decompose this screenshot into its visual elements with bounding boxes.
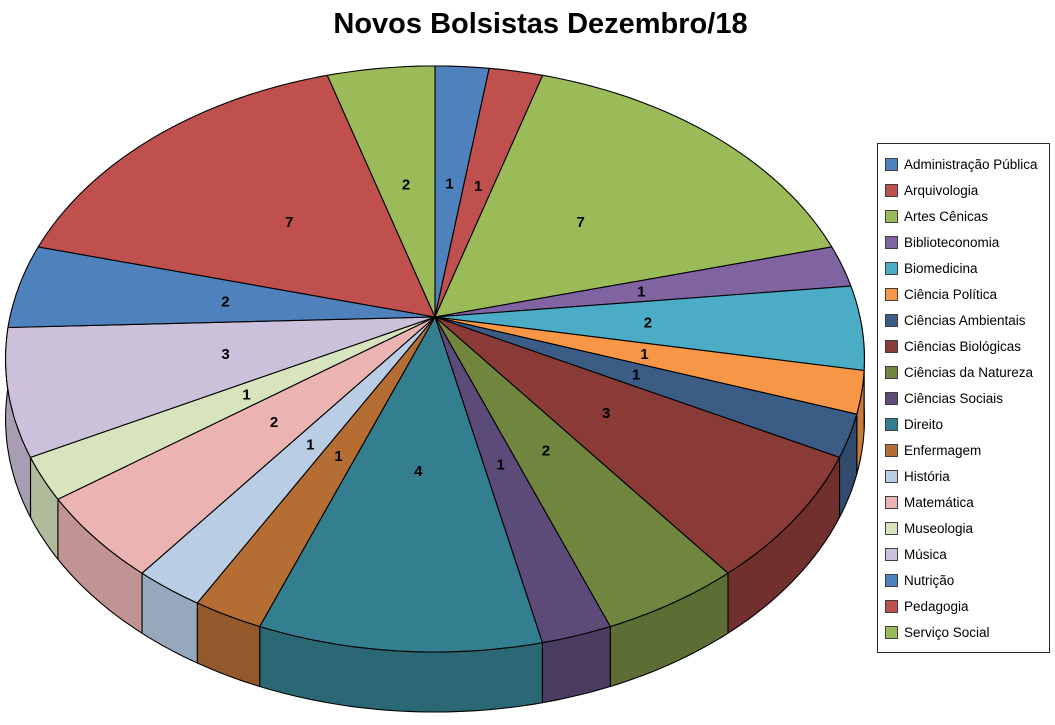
pie-slice-servico-social (326, 65, 436, 318)
legend-item-ciencia-politica: Ciência Política (885, 281, 1045, 307)
legend-label-arquivologia: Arquivologia (904, 182, 979, 198)
pie-slice-ciencias-ambientais (434, 316, 858, 458)
legend-item-enfermagem: Enfermagem (885, 437, 1045, 463)
legend-item-biomedicina: Biomedicina (885, 255, 1045, 281)
slice-value-label-musica: 3 (221, 346, 229, 363)
legend-swatch-ciencias-sociais (885, 391, 898, 405)
pie-slice-pedagogia (37, 74, 436, 318)
legend-label-enfermagem: Enfermagem (904, 442, 982, 458)
pie-slice-matematica (57, 316, 436, 574)
legend-label-pedagogia: Pedagogia (904, 598, 969, 614)
pie-slice-artes-cenicas (434, 74, 833, 318)
legend-label-ciencias-biologicas: Ciências Biológicas (904, 338, 1022, 354)
chart-title: Novos Bolsistas Dezembro/18 (333, 8, 748, 40)
legend-label-biomedicina: Biomedicina (904, 260, 978, 276)
slice-value-label-ciencias-da-natureza: 2 (542, 443, 550, 460)
legend-item-ciencias-da-natureza: Ciências da Natureza (885, 359, 1045, 385)
legend-swatch-nutricao (885, 573, 898, 587)
legend-swatch-biblioteconomia (885, 235, 898, 249)
slice-value-label-ciencia-politica: 1 (640, 346, 648, 363)
legend-box: Administração Pública Arquivologia Artes C… (877, 143, 1050, 653)
legend-swatch-ciencia-politica (885, 287, 898, 301)
legend-label-historia: História (904, 468, 950, 484)
legend-swatch-matematica (885, 495, 898, 509)
pie-slice-direito (259, 316, 543, 653)
legend-label-ciencias-ambientais: Ciências Ambientais (904, 312, 1026, 328)
slice-value-label-pedagogia: 7 (285, 214, 293, 231)
pie-slice-musica (5, 316, 436, 458)
pie-slice-arquivologia (434, 67, 544, 318)
legend-item-arquivologia: Arquivologia (885, 177, 1045, 203)
legend-swatch-arquivologia (885, 183, 898, 197)
legend-item-ciencias-biologicas: Ciências Biológicas (885, 333, 1045, 359)
pie-slice-biblioteconomia (434, 246, 852, 318)
pie-slice-ciencias-sociais (434, 316, 611, 644)
slice-value-label-matematica: 2 (270, 414, 278, 431)
legend-label-ciencias-sociais: Ciências Sociais (904, 390, 1004, 406)
legend-item-historia: História (885, 463, 1045, 489)
slice-value-label-ciencias-ambientais: 1 (632, 367, 640, 384)
legend-item-ciencias-ambientais: Ciências Ambientais (885, 307, 1045, 333)
legend-label-museologia: Museologia (904, 520, 974, 536)
legend-label-servico-social: Serviço Social (904, 624, 990, 640)
pie-slice-museologia (29, 316, 436, 500)
legend-item-pedagogia: Pedagogia (885, 593, 1045, 619)
legend-label-ciencia-politica: Ciência Política (904, 286, 998, 302)
legend-label-musica: Música (904, 546, 947, 562)
legend-item-direito: Direito (885, 411, 1045, 437)
legend-swatch-enfermagem (885, 443, 898, 457)
slice-value-label-arquivologia: 1 (474, 178, 482, 195)
slice-value-label-biblioteconomia: 1 (637, 283, 645, 300)
slice-value-label-administracao-publica: 1 (445, 175, 453, 192)
legend-label-administracao-publica: Administração Pública (904, 156, 1038, 172)
legend-swatch-administracao-publica (885, 157, 898, 171)
slice-value-label-historia: 1 (306, 436, 314, 453)
slice-value-label-ciencias-sociais: 1 (497, 457, 505, 474)
legend-label-biblioteconomia: Biblioteconomia (904, 234, 1000, 250)
legend-swatch-ciencias-biologicas (885, 339, 898, 353)
pie-slice-nutricao (7, 246, 436, 329)
legend-item-servico-social: Serviço Social (885, 619, 1045, 645)
legend-swatch-servico-social (885, 625, 898, 639)
legend-label-direito: Direito (904, 416, 944, 432)
legend-item-artes-cenicas: Artes Cênicas (885, 203, 1045, 229)
legend-label-ciencias-da-natureza: Ciências da Natureza (904, 364, 1034, 380)
legend-item-biblioteconomia: Biblioteconomia (885, 229, 1045, 255)
legend-swatch-ciencias-ambientais (885, 313, 898, 327)
legend-item-ciencias-sociais: Ciências Sociais (885, 385, 1045, 411)
pie-slice-enfermagem (196, 316, 436, 628)
legend-swatch-biomedicina (885, 261, 898, 275)
legend-item-administracao-publica: Administração Pública (885, 151, 1045, 177)
legend-swatch-ciencias-da-natureza (885, 365, 898, 379)
legend-label-nutricao: Nutrição (904, 572, 955, 588)
legend-item-musica: Música (885, 541, 1045, 567)
legend-swatch-historia (885, 469, 898, 483)
slice-value-label-nutricao: 2 (221, 293, 229, 310)
slice-value-label-direito: 4 (414, 463, 423, 480)
slice-value-label-biomedicina: 2 (644, 314, 652, 331)
legend-item-nutricao: Nutrição (885, 567, 1045, 593)
pie-slice-historia (141, 316, 436, 604)
legend-swatch-musica (885, 547, 898, 561)
legend-label-matematica: Matemática (904, 494, 974, 510)
legend-swatch-pedagogia (885, 599, 898, 613)
pie-slice-biomedicina (434, 285, 865, 372)
legend-swatch-direito (885, 417, 898, 431)
pie-slice-ciencias-biologicas (434, 316, 841, 574)
slice-value-label-servico-social: 2 (402, 176, 410, 193)
slice-value-label-ciencias-biologicas: 3 (602, 405, 610, 422)
slice-value-label-artes-cenicas: 7 (577, 214, 585, 231)
legend-label-artes-cenicas: Artes Cênicas (904, 208, 989, 224)
slice-value-label-museologia: 1 (242, 387, 250, 404)
legend-item-matematica: Matemática (885, 489, 1045, 515)
legend-swatch-artes-cenicas (885, 209, 898, 223)
pie-slice-ciencias-da-natureza (434, 316, 729, 628)
legend-item-museologia: Museologia (885, 515, 1045, 541)
slice-value-label-enfermagem: 1 (334, 448, 342, 465)
legend-swatch-museologia (885, 521, 898, 535)
